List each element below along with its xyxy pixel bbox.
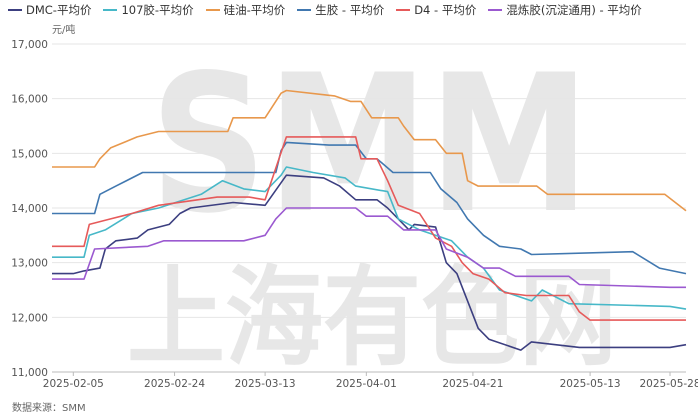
series-line-1 [52, 174, 687, 351]
data-source-note: 数据来源：SMM [12, 403, 86, 414]
y-tick-label: 17,000 [11, 39, 48, 51]
y-axis-unit-label: 元/吨 [52, 25, 76, 36]
series-line-2 [52, 166, 687, 310]
y-tick-label: 14,000 [11, 203, 48, 215]
y-axis-ticks: 11,000 12,000 13,000 14,000 15,000 16,000 17,0… [11, 39, 48, 379]
x-tick-label: 2025-05-28 [640, 378, 698, 390]
legend-item-1[interactable]: DMC-平均价 [8, 2, 91, 18]
series-lines [52, 89, 687, 351]
legend-swatch [205, 9, 220, 11]
x-tick-label: 2025-03-13 [235, 378, 296, 390]
legend-label: DMC-平均价 [26, 3, 92, 17]
gridlines [52, 43, 686, 373]
legend-label: D4 - 平均价 [414, 3, 477, 17]
y-tick-label: 15,000 [11, 148, 48, 160]
legend-label: 107胶-平均价 [121, 3, 194, 17]
legend-swatch [103, 9, 118, 11]
x-tick-label: 2025-04-21 [442, 378, 503, 390]
y-tick-label: 16,000 [11, 94, 48, 106]
series-line-3 [52, 89, 687, 212]
watermark-smm-text: SMM [150, 34, 590, 255]
x-tick-label: 2025-05-13 [560, 378, 621, 390]
legend-item-2[interactable]: 107胶-平均价 [103, 2, 194, 18]
legend-item-5[interactable]: D4 - 平均价 [396, 2, 476, 18]
legend-label: 硅油-平均价 [223, 3, 286, 17]
legend-swatch [488, 9, 503, 11]
x-tick-label: 2025-02-24 [144, 378, 205, 390]
legend-item-3[interactable]: 硅油-平均价 [205, 2, 286, 18]
legend: DMC-平均价 107胶-平均价 硅油-平均价 生胶 - 平均价 D4 - 平均价 混炼胶… [8, 2, 654, 18]
series-line-6 [52, 207, 686, 289]
legend-swatch [8, 9, 22, 11]
x-tick-label: 2025-04-01 [336, 378, 397, 390]
x-axis-ticks: 2025-02-05 2025-02-24 2025-03-13 2025-04-01… [43, 372, 698, 390]
legend-label: 混炼胶(沉淀通用) - 平均价 [506, 3, 642, 17]
y-tick-label: 13,000 [11, 258, 48, 270]
legend-swatch [297, 9, 312, 11]
watermark-chinese-text: 上海有色网 [127, 256, 617, 381]
series-line-5 [52, 136, 686, 321]
x-tick-label: 2025-02-05 [43, 378, 104, 390]
series-line-4 [52, 141, 687, 275]
legend-swatch [396, 9, 411, 11]
legend-label: 生胶 - 平均价 [315, 3, 385, 17]
legend-item-4[interactable]: 生胶 - 平均价 [297, 2, 384, 18]
legend-item-6[interactable]: 混炼胶(沉淀通用) - 平均价 [488, 2, 642, 18]
y-tick-label: 11,000 [11, 367, 48, 379]
y-tick-label: 12,000 [11, 312, 48, 324]
